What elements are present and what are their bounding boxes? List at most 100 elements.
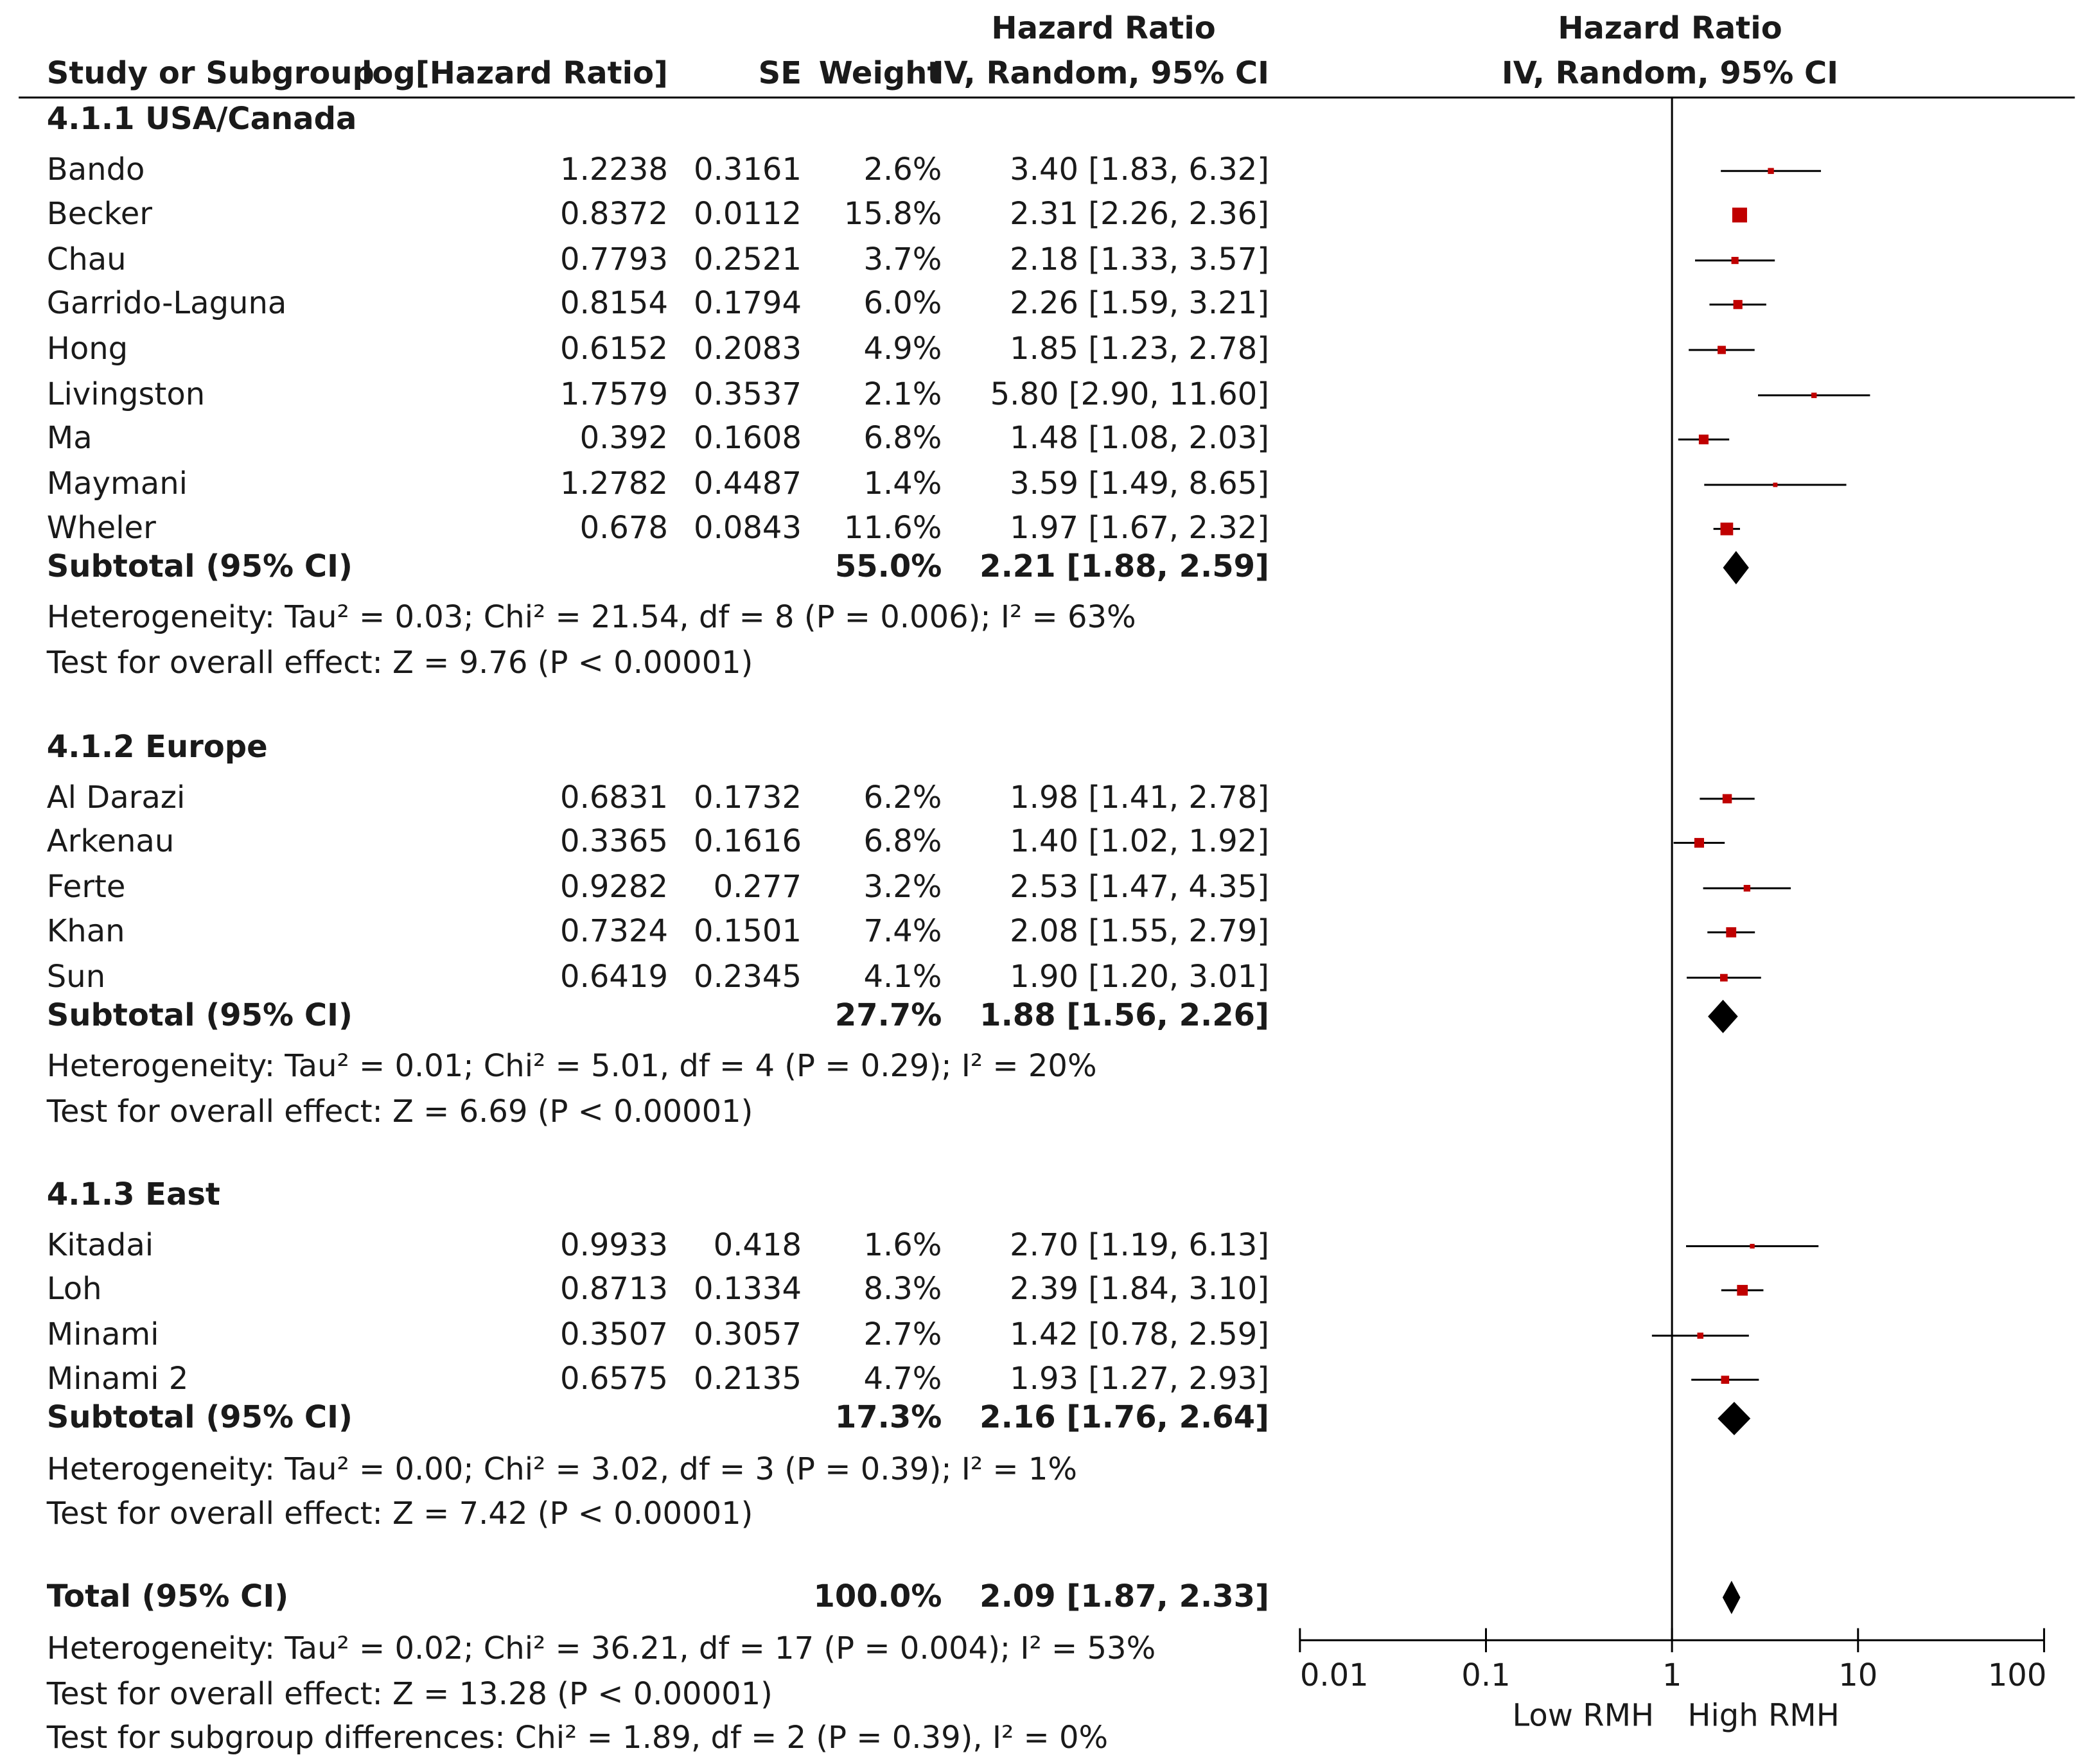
study-ci: 1.42 [0.78, 2.59] [1010,1316,1269,1352]
study-name: Becker [46,195,152,232]
study-ci: 2.70 [1.19, 6.13] [1010,1227,1269,1263]
study-ci: 1.93 [1.27, 2.93] [1010,1360,1269,1397]
heterogeneity-text: Heterogeneity: Tau² = 0.03; Chi² = 21.54… [46,599,1136,636]
pooled-diamond [1723,551,1749,584]
study-loghr: 0.678 [579,509,668,546]
study-ci: 1.98 [1.41, 2.78] [1010,779,1269,816]
axis-label-high: High RMH [1687,1697,1839,1733]
subtotal-label: Subtotal (95% CI) [46,1399,353,1435]
study-loghr: 0.8154 [560,285,668,322]
total-ci: 2.09 [1.87, 2.33] [980,1578,1269,1614]
study-marker [1732,207,1747,223]
study-name: Maymani [46,466,188,502]
study-se: 0.2345 [694,958,802,995]
study-loghr: 0.3507 [560,1316,668,1352]
study-loghr: 0.6152 [560,330,668,367]
study-weight: 6.0% [863,285,942,322]
study-marker [1811,392,1817,398]
study-name: Livingston [46,376,206,412]
study-weight: 3.2% [863,869,942,905]
study-name: Hong [46,330,128,367]
study-loghr: 0.7324 [560,913,668,949]
study-se: 0.1501 [694,913,802,949]
study-marker [1698,434,1709,444]
study-marker [1718,345,1726,354]
study-ci: 2.53 [1.47, 4.35] [1010,869,1269,905]
study-marker [1768,168,1774,174]
study-marker [1773,482,1778,487]
study-name: Minami 2 [46,1360,189,1397]
study-se: 0.2083 [694,330,802,367]
total-heterogeneity: Heterogeneity: Tau² = 0.02; Chi² = 36.21… [46,1630,1156,1666]
x-tick-label: 0.1 [1461,1657,1510,1693]
study-se: 0.1608 [694,420,802,457]
study-ci: 3.59 [1.49, 8.65] [1010,466,1269,502]
total-overall-effect: Test for overall effect: Z = 13.28 (P < … [46,1675,773,1712]
study-se: 0.2135 [694,1360,802,1397]
subtotal-weight: 17.3% [834,1399,942,1435]
study-name: Ma [46,420,92,457]
study-marker [1743,885,1751,892]
study-weight: 1.6% [863,1227,942,1263]
study-weight: 7.4% [863,913,942,949]
subtotal-ci: 1.88 [1.56, 2.26] [980,997,1269,1033]
study-marker [1750,1243,1755,1249]
total-weight: 100.0% [813,1578,942,1614]
study-loghr: 0.9933 [560,1227,668,1263]
study-loghr: 1.2782 [560,466,668,502]
study-se: 0.3537 [694,376,802,412]
subgroup-differences: Test for subgroup differences: Chi² = 1.… [46,1720,1109,1756]
study-ci: 1.85 [1.23, 2.78] [1010,330,1269,367]
x-tick-label: 10 [1838,1657,1877,1693]
study-name: Arkenau [46,823,175,860]
study-se: 0.3161 [694,152,802,188]
study-loghr: 0.8713 [560,1271,668,1307]
study-ci: 2.08 [1.55, 2.79] [1010,913,1269,949]
study-loghr: 0.392 [579,420,668,457]
header-hr-title-right: Hazard Ratio [1558,10,1782,46]
overall-effect-text: Test for overall effect: Z = 9.76 (P < 0… [46,644,753,681]
pooled-diamond [1718,1401,1751,1435]
study-ci: 1.48 [1.08, 2.03] [1010,420,1269,457]
study-weight: 6.8% [863,420,942,457]
axis-label-low: Low RMH [1512,1697,1654,1733]
subtotal-weight: 55.0% [834,548,942,584]
study-weight: 8.3% [863,1271,942,1307]
study-weight: 6.2% [863,779,942,816]
study-name: Ferte [46,869,126,905]
study-ci: 2.39 [1.84, 3.10] [1010,1271,1269,1307]
study-se: 0.2521 [694,241,802,277]
study-weight: 2.6% [863,152,942,188]
study-marker [1694,837,1705,848]
group-title: 4.1.2 Europe [46,728,268,765]
group-title: 4.1.1 USA/Canada [46,101,357,137]
study-ci: 1.97 [1.67, 2.32] [1010,509,1269,546]
study-loghr: 0.7793 [560,241,668,277]
study-marker [1720,522,1734,536]
study-loghr: 1.2238 [560,152,668,188]
study-se: 0.0843 [694,509,802,546]
study-weight: 11.6% [843,509,942,546]
study-ci: 1.90 [1.20, 3.01] [1010,958,1269,995]
overall-effect-text: Test for overall effect: Z = 6.69 (P < 0… [46,1093,753,1130]
x-tick-label: 1 [1662,1657,1682,1693]
study-weight: 3.7% [863,241,942,277]
study-loghr: 0.9282 [560,869,668,905]
study-marker [1731,257,1739,265]
pooled-diamond [1722,1580,1741,1614]
study-name: Minami [46,1316,159,1352]
study-weight: 2.1% [863,376,942,412]
study-name: Khan [46,913,125,949]
study-loghr: 1.7579 [560,376,668,412]
x-tick-label: 0.01 [1300,1657,1369,1693]
study-ci: 3.40 [1.83, 6.32] [1010,152,1269,188]
total-label: Total (95% CI) [46,1578,289,1614]
header-col-loghr: log[Hazard Ratio] [361,55,668,92]
heterogeneity-text: Heterogeneity: Tau² = 0.00; Chi² = 3.02,… [46,1451,1078,1488]
study-marker [1737,1284,1748,1296]
study-weight: 4.9% [863,330,942,367]
subtotal-label: Subtotal (95% CI) [46,548,353,584]
study-marker [1697,1332,1703,1339]
